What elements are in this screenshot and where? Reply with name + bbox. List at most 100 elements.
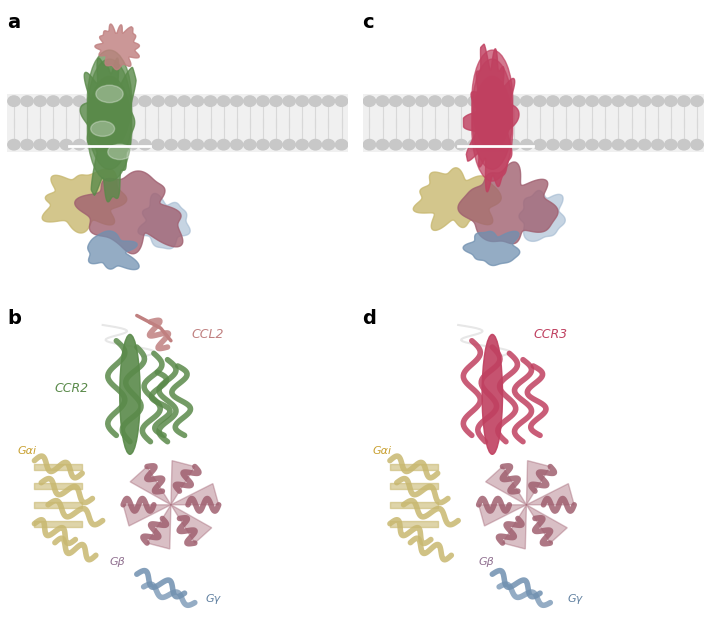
Circle shape <box>612 139 624 150</box>
Ellipse shape <box>96 85 123 103</box>
Circle shape <box>455 96 467 107</box>
Text: CCR2: CCR2 <box>55 382 89 394</box>
Polygon shape <box>458 162 558 244</box>
Circle shape <box>638 96 651 107</box>
Circle shape <box>402 139 415 150</box>
Circle shape <box>165 139 177 150</box>
Polygon shape <box>138 194 190 249</box>
Circle shape <box>322 96 335 107</box>
Circle shape <box>112 96 125 107</box>
Circle shape <box>152 139 164 150</box>
Circle shape <box>60 96 73 107</box>
Circle shape <box>481 96 493 107</box>
Circle shape <box>494 96 507 107</box>
Circle shape <box>481 139 493 150</box>
Circle shape <box>191 139 203 150</box>
Circle shape <box>390 96 402 107</box>
Text: Gαi: Gαi <box>17 446 36 456</box>
Polygon shape <box>519 191 565 241</box>
Circle shape <box>244 96 256 107</box>
Circle shape <box>665 96 677 107</box>
Text: c: c <box>363 13 374 32</box>
Circle shape <box>322 139 335 150</box>
Circle shape <box>442 96 454 107</box>
Ellipse shape <box>87 50 132 150</box>
Circle shape <box>468 139 481 150</box>
Polygon shape <box>95 24 139 69</box>
Circle shape <box>534 96 546 107</box>
Circle shape <box>390 139 402 150</box>
Circle shape <box>139 96 151 107</box>
Circle shape <box>494 139 507 150</box>
Polygon shape <box>526 461 550 505</box>
Circle shape <box>547 96 559 107</box>
Circle shape <box>218 139 230 150</box>
Polygon shape <box>87 231 139 269</box>
Circle shape <box>678 96 690 107</box>
Circle shape <box>230 96 243 107</box>
Polygon shape <box>479 505 526 526</box>
Circle shape <box>87 96 99 107</box>
Circle shape <box>47 139 60 150</box>
Circle shape <box>218 96 230 107</box>
Circle shape <box>612 96 624 107</box>
Circle shape <box>100 96 112 107</box>
Circle shape <box>270 139 282 150</box>
Polygon shape <box>463 232 520 266</box>
Circle shape <box>520 96 533 107</box>
Circle shape <box>651 96 664 107</box>
Circle shape <box>402 96 415 107</box>
Polygon shape <box>123 505 171 526</box>
Circle shape <box>678 139 690 150</box>
Circle shape <box>204 139 217 150</box>
Bar <box>363 94 704 152</box>
Text: Gβ: Gβ <box>109 557 125 567</box>
Circle shape <box>573 139 585 150</box>
Circle shape <box>8 139 20 150</box>
Polygon shape <box>486 466 526 505</box>
Circle shape <box>230 139 243 150</box>
Circle shape <box>651 139 664 150</box>
Circle shape <box>665 139 677 150</box>
Text: b: b <box>7 309 21 328</box>
Circle shape <box>534 139 546 150</box>
Text: Gγ: Gγ <box>205 594 220 604</box>
Circle shape <box>191 96 203 107</box>
Circle shape <box>178 96 191 107</box>
Circle shape <box>508 139 520 150</box>
Polygon shape <box>526 505 567 543</box>
Circle shape <box>73 96 85 107</box>
Circle shape <box>520 139 533 150</box>
Circle shape <box>283 96 295 107</box>
Polygon shape <box>42 169 127 233</box>
Circle shape <box>87 139 99 150</box>
Ellipse shape <box>472 50 513 150</box>
Circle shape <box>47 96 60 107</box>
Circle shape <box>126 139 138 150</box>
Polygon shape <box>464 44 519 192</box>
Circle shape <box>599 96 611 107</box>
Circle shape <box>257 96 269 107</box>
Bar <box>7 94 348 152</box>
Circle shape <box>638 139 651 150</box>
Circle shape <box>296 96 309 107</box>
Circle shape <box>376 96 389 107</box>
Polygon shape <box>171 483 219 505</box>
Ellipse shape <box>87 76 132 181</box>
Circle shape <box>309 96 321 107</box>
Circle shape <box>468 96 481 107</box>
Ellipse shape <box>91 121 114 136</box>
Circle shape <box>73 139 85 150</box>
Circle shape <box>599 139 611 150</box>
Polygon shape <box>413 168 501 230</box>
Circle shape <box>429 96 441 107</box>
Polygon shape <box>503 505 526 549</box>
Circle shape <box>8 96 20 107</box>
Ellipse shape <box>87 59 132 169</box>
Circle shape <box>691 139 703 150</box>
Circle shape <box>691 96 703 107</box>
Text: CCL2: CCL2 <box>191 328 224 341</box>
Circle shape <box>100 139 112 150</box>
Circle shape <box>126 96 138 107</box>
Circle shape <box>429 139 441 150</box>
